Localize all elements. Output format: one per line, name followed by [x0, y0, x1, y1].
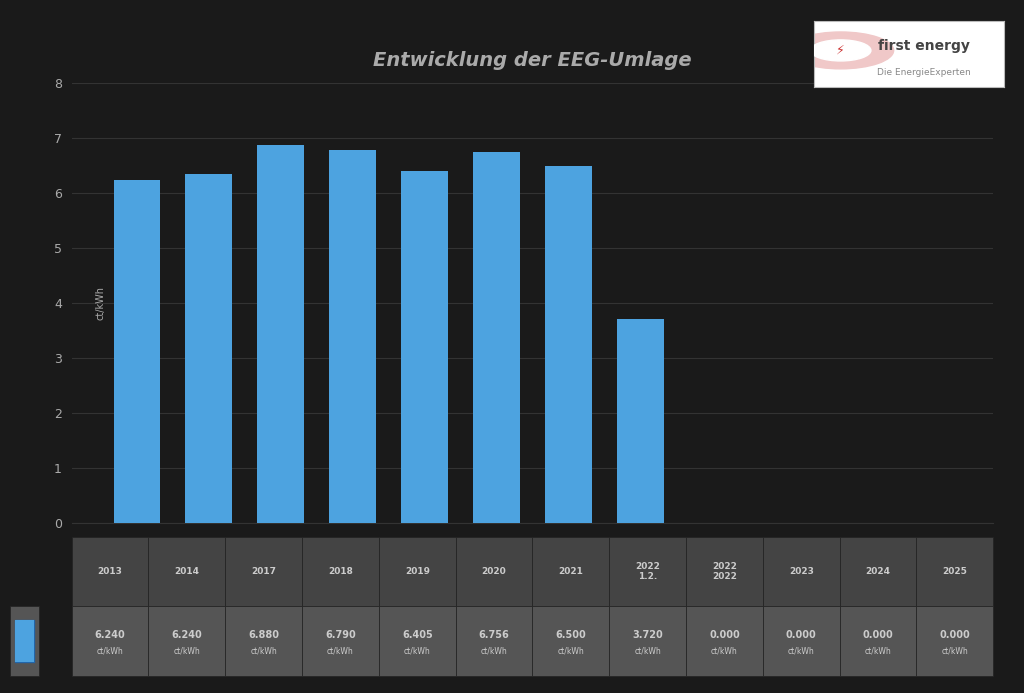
Text: ct/kWh: ct/kWh — [403, 647, 431, 656]
Bar — [185, 174, 232, 523]
Circle shape — [787, 32, 894, 69]
Text: ct/kWh: ct/kWh — [96, 286, 106, 320]
Text: 2021: 2021 — [558, 568, 584, 576]
Text: 2024: 2024 — [865, 568, 891, 576]
Text: ct/kWh: ct/kWh — [250, 647, 278, 656]
Text: ct/kWh: ct/kWh — [480, 647, 508, 656]
Text: 0.000: 0.000 — [785, 631, 817, 640]
Text: 2014: 2014 — [174, 568, 200, 576]
Text: 6.880: 6.880 — [248, 631, 280, 640]
Text: ⚡: ⚡ — [837, 44, 845, 57]
Title: Entwicklung der EEG-Umlage: Entwicklung der EEG-Umlage — [373, 51, 692, 71]
Text: 2025: 2025 — [942, 568, 968, 576]
Text: 2022
1.2.: 2022 1.2. — [635, 562, 660, 581]
Text: 0.000: 0.000 — [939, 631, 971, 640]
Bar — [545, 166, 592, 523]
Text: 2017: 2017 — [251, 568, 276, 576]
Text: ct/kWh: ct/kWh — [96, 647, 124, 656]
Text: ct/kWh: ct/kWh — [864, 647, 892, 656]
Bar — [473, 152, 520, 523]
Text: ct/kWh: ct/kWh — [787, 647, 815, 656]
Text: ct/kWh: ct/kWh — [941, 647, 969, 656]
Text: 0.000: 0.000 — [709, 631, 740, 640]
Text: 6.240: 6.240 — [171, 631, 203, 640]
Bar — [114, 180, 161, 523]
Text: 6.240: 6.240 — [94, 631, 126, 640]
Text: 2019: 2019 — [404, 568, 430, 576]
Bar — [617, 319, 664, 523]
Text: ct/kWh: ct/kWh — [634, 647, 662, 656]
Text: 2020: 2020 — [481, 568, 507, 576]
Text: 2023: 2023 — [788, 568, 814, 576]
Text: 6.790: 6.790 — [325, 631, 356, 640]
Text: ct/kWh: ct/kWh — [327, 647, 354, 656]
Text: 3.720: 3.720 — [632, 631, 664, 640]
Text: 6.500: 6.500 — [555, 631, 587, 640]
Text: ct/kWh: ct/kWh — [557, 647, 585, 656]
Text: first energy: first energy — [878, 39, 970, 53]
Text: 0.000: 0.000 — [862, 631, 894, 640]
Text: ct/kWh: ct/kWh — [711, 647, 738, 656]
Text: 2022
2022: 2022 2022 — [712, 562, 737, 581]
Text: ct/kWh: ct/kWh — [173, 647, 201, 656]
Text: 2018: 2018 — [328, 568, 353, 576]
Circle shape — [810, 40, 870, 61]
Text: 6.756: 6.756 — [478, 631, 510, 640]
Text: 2013: 2013 — [97, 568, 123, 576]
Bar — [401, 171, 447, 523]
Bar — [330, 150, 376, 523]
Text: Die EnergieExperten: Die EnergieExperten — [878, 68, 971, 77]
Bar — [257, 145, 304, 523]
Text: 6.405: 6.405 — [401, 631, 433, 640]
